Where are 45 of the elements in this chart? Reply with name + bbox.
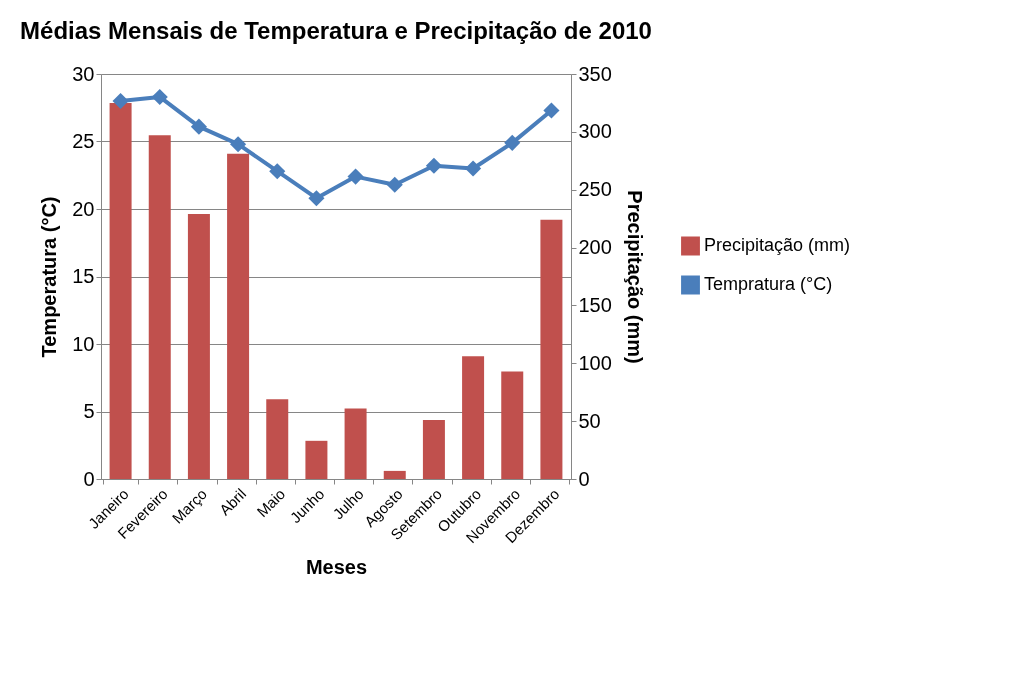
point [151,88,168,106]
bar [344,408,367,479]
point [386,176,403,193]
y-tick-label: 0 [83,467,95,490]
bar [422,419,445,479]
y2-tick-label: 300 [578,120,612,143]
bar [187,214,210,479]
point [190,118,207,135]
bar [501,371,524,479]
y-tick-label: 30 [72,62,95,85]
point [347,168,364,185]
bar [540,219,563,479]
legend-label: Tempratura (°C) [704,274,833,294]
y-tick-label: 25 [72,130,95,152]
point [465,160,482,177]
bar [109,102,132,479]
y2-tick-label: 350 [578,62,612,85]
y-tick-label: 15 [72,265,95,287]
point [269,163,286,180]
y-tick-label: 5 [83,400,95,422]
x-axis-title: Meses [305,556,368,579]
point [112,92,129,110]
point [504,134,521,151]
y2-tick-label: 150 [578,293,612,316]
bar [305,440,328,479]
bar [266,399,289,479]
y2-tick-label: 50 [578,409,601,432]
point [230,136,247,153]
point [308,190,325,207]
y2-axis-title: Precipitação (mm) [623,190,646,364]
y2-tick-label: 0 [578,467,590,490]
bar [462,356,485,479]
bar [383,470,406,479]
legend-label: Precipitação (mm) [704,235,851,255]
bar [227,153,250,479]
y-axis-title: Temperatura (°C) [38,196,61,358]
y-tick-label: 20 [72,197,95,220]
y2-tick-label: 100 [578,351,612,374]
point [425,157,442,174]
bar [148,135,171,479]
y2-tick-label: 200 [578,236,612,259]
y2-tick-label: 250 [578,178,612,201]
chart-title: Médias Mensais de Temperatura e Precipitação de 2010 [20,17,652,44]
point [543,102,560,119]
y-tick-label: 10 [72,332,95,355]
